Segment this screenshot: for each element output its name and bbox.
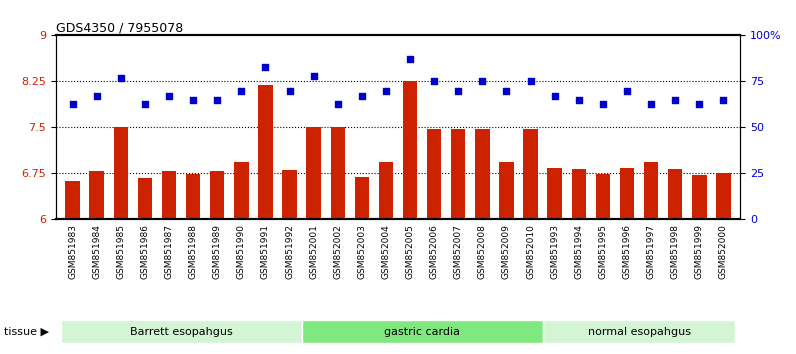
Point (162, 93, 175, 99)
Text: GSM852003: GSM852003 (357, 224, 366, 279)
Bar (451, 129, 466, 219)
Text: GSM852006: GSM852006 (430, 224, 439, 279)
Point (66, 101, 79, 106)
Bar (138, 178, 152, 219)
Bar (354, 177, 369, 219)
Point (380, 88, 392, 93)
Text: GSM851985: GSM851985 (116, 224, 125, 279)
Bar (302, 320, 543, 343)
Point (356, 93, 369, 99)
Text: normal esopahgus: normal esopahgus (587, 327, 691, 337)
Point (596, 101, 609, 106)
Point (404, 57, 416, 62)
Text: Barrett esopahgus: Barrett esopahgus (130, 327, 232, 337)
Bar (330, 127, 345, 219)
Text: GSM852000: GSM852000 (719, 224, 728, 279)
Text: GSM851990: GSM851990 (237, 224, 246, 279)
Point (283, 88, 296, 93)
Bar (306, 127, 321, 219)
Point (90, 93, 103, 99)
Bar (65, 181, 80, 219)
Bar (692, 175, 707, 219)
Point (427, 79, 440, 84)
Bar (427, 129, 442, 219)
Point (139, 101, 151, 106)
Text: GSM851987: GSM851987 (165, 224, 174, 279)
Text: GSM851988: GSM851988 (189, 224, 197, 279)
Text: GSM851983: GSM851983 (68, 224, 77, 279)
Point (211, 97, 224, 103)
Text: GSM852005: GSM852005 (405, 224, 415, 279)
Bar (89, 171, 104, 219)
Point (525, 79, 537, 84)
Bar (595, 174, 610, 219)
Text: GSM851989: GSM851989 (213, 224, 222, 279)
Point (669, 97, 681, 103)
Point (331, 101, 344, 106)
Point (717, 97, 730, 103)
Bar (668, 169, 682, 219)
Bar (283, 170, 297, 219)
Bar (258, 85, 273, 219)
Text: GSM851993: GSM851993 (550, 224, 559, 279)
Point (307, 73, 320, 79)
Point (548, 93, 561, 99)
Bar (379, 162, 393, 219)
Bar (114, 127, 128, 219)
Text: GSM851986: GSM851986 (140, 224, 150, 279)
Text: GSM851998: GSM851998 (671, 224, 680, 279)
Bar (210, 171, 224, 219)
Bar (60, 320, 302, 343)
Point (476, 79, 489, 84)
Text: GSM852004: GSM852004 (381, 224, 391, 279)
Bar (620, 168, 634, 219)
Point (500, 88, 513, 93)
Text: GSM851994: GSM851994 (574, 224, 583, 279)
Bar (644, 162, 658, 219)
Point (115, 75, 127, 81)
Text: GSM851992: GSM851992 (285, 224, 294, 279)
Text: GSM852010: GSM852010 (526, 224, 535, 279)
Text: gastric cardia: gastric cardia (384, 327, 460, 337)
Bar (716, 173, 731, 219)
Point (235, 88, 248, 93)
Point (259, 64, 271, 69)
Bar (572, 169, 586, 219)
Bar (186, 174, 201, 219)
Point (572, 97, 585, 103)
Point (693, 101, 706, 106)
Bar (548, 168, 562, 219)
Bar (403, 81, 417, 219)
Text: GSM851995: GSM851995 (599, 224, 607, 279)
Text: tissue ▶: tissue ▶ (4, 327, 49, 337)
Text: GSM851991: GSM851991 (261, 224, 270, 279)
Bar (543, 320, 736, 343)
Text: GSM852001: GSM852001 (309, 224, 318, 279)
Bar (234, 162, 248, 219)
Text: GSM851997: GSM851997 (646, 224, 656, 279)
Text: GSM852002: GSM852002 (334, 224, 342, 279)
Text: GDS4350 / 7955078: GDS4350 / 7955078 (56, 21, 183, 34)
Point (452, 88, 465, 93)
Text: GSM851996: GSM851996 (622, 224, 631, 279)
Bar (499, 162, 513, 219)
Text: GSM852008: GSM852008 (478, 224, 487, 279)
Point (621, 88, 634, 93)
Point (187, 97, 200, 103)
Text: GSM851999: GSM851999 (695, 224, 704, 279)
Text: GSM852007: GSM852007 (454, 224, 462, 279)
Point (645, 101, 657, 106)
Text: GSM851984: GSM851984 (92, 224, 101, 279)
Bar (523, 129, 538, 219)
Bar (162, 171, 176, 219)
Text: GSM852009: GSM852009 (502, 224, 511, 279)
Bar (475, 129, 490, 219)
